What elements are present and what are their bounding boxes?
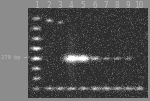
Text: 10: 10 bbox=[134, 1, 144, 9]
Text: 4: 4 bbox=[69, 1, 73, 9]
Text: 5: 5 bbox=[81, 1, 85, 9]
Text: 3: 3 bbox=[58, 1, 62, 9]
Text: 7: 7 bbox=[104, 1, 108, 9]
Text: 9: 9 bbox=[126, 1, 130, 9]
Text: 279 bp →: 279 bp → bbox=[1, 56, 27, 60]
Text: 6: 6 bbox=[93, 1, 97, 9]
Text: 8: 8 bbox=[115, 1, 119, 9]
Text: 2: 2 bbox=[47, 1, 51, 9]
Text: 1: 1 bbox=[34, 1, 38, 9]
